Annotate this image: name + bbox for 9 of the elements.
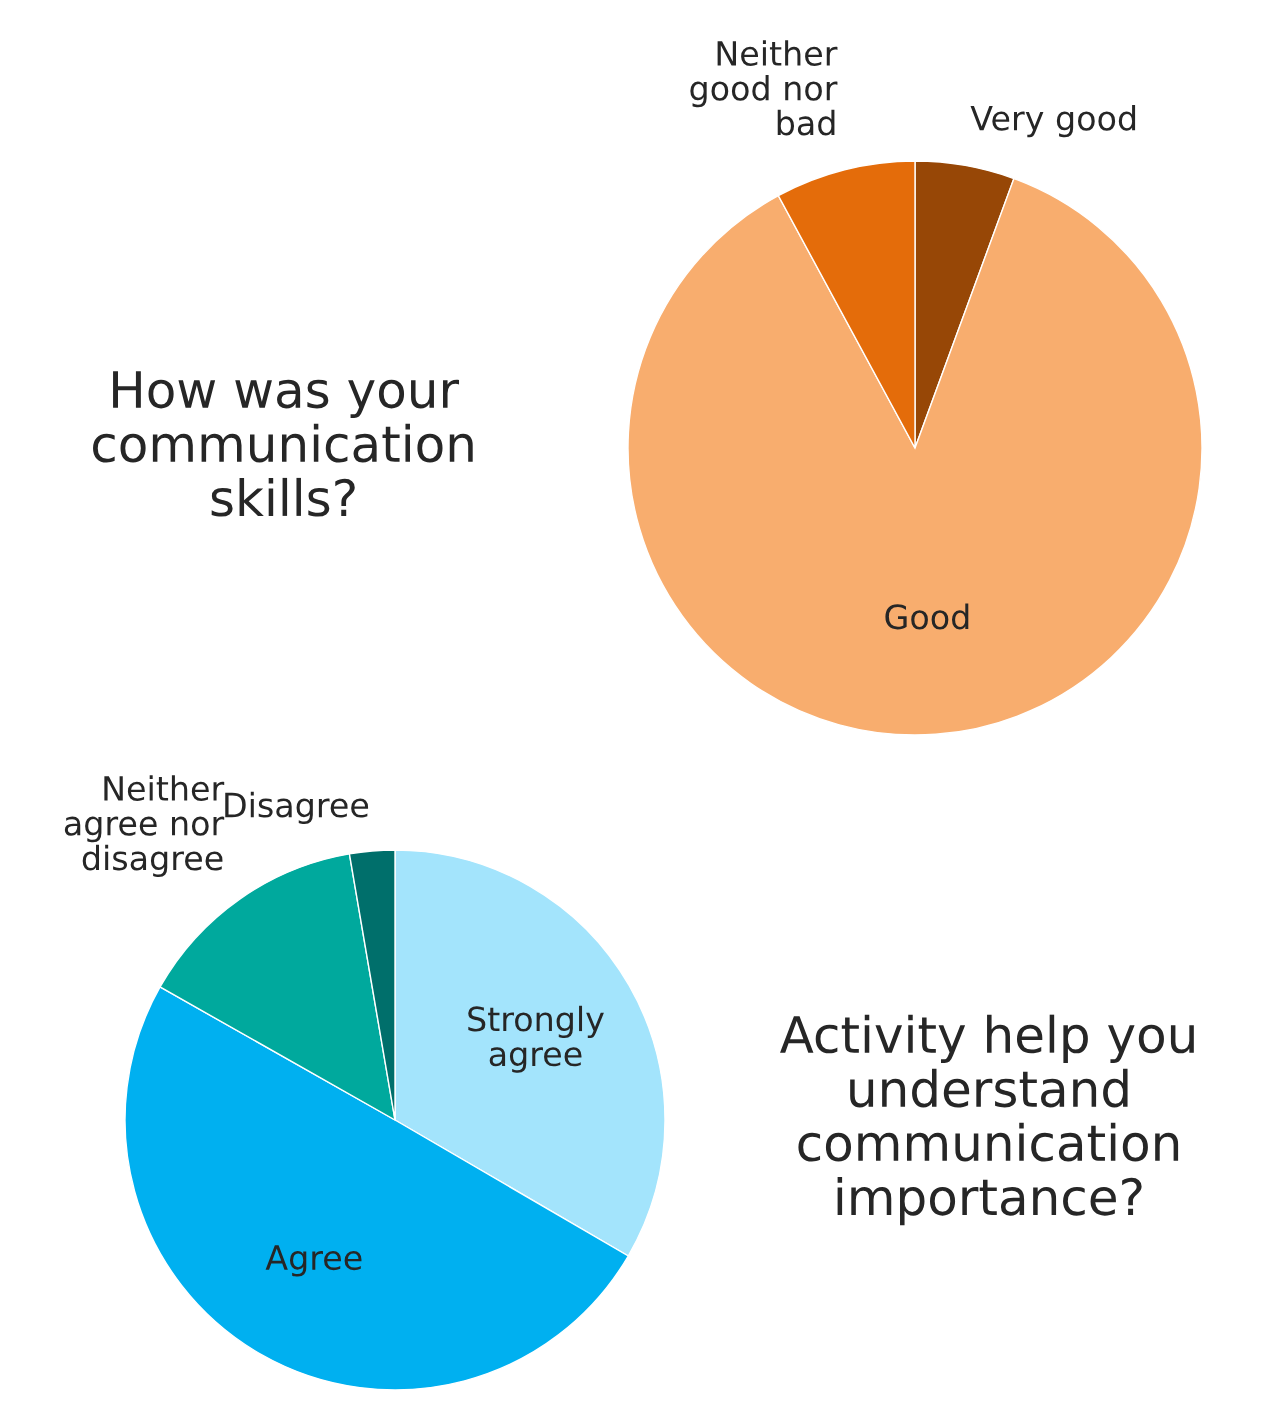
text: How was your communication skills?	[93, 371, 473, 517]
slice-label: Neither good nor bad	[690, 40, 838, 136]
slice-label: Disagree	[225, 791, 369, 825]
slice-label: Strongly agree	[468, 1005, 604, 1073]
slice-label: Neither agree nor disagree	[64, 775, 225, 878]
slice-label: Agree	[265, 1245, 362, 1277]
text: Activity help you understand communication importance?	[780, 1014, 1194, 1226]
slice-label: Good	[885, 603, 969, 630]
slice-label: Very good	[970, 104, 1136, 138]
